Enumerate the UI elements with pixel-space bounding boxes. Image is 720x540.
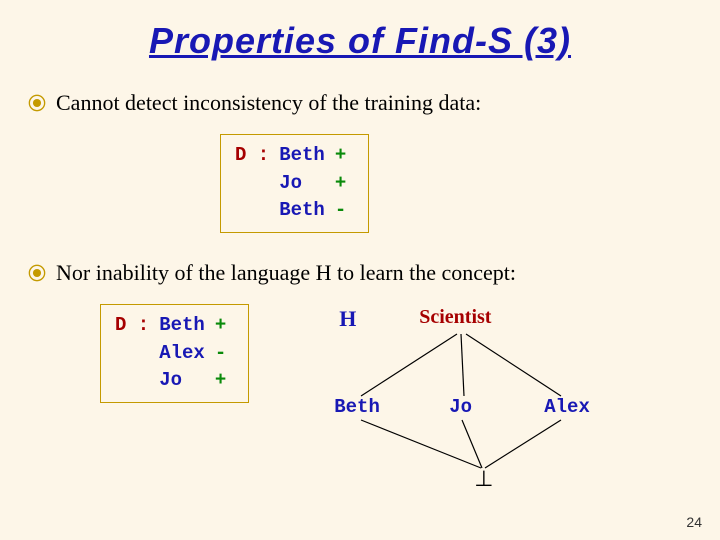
box1-sign-1: + xyxy=(335,171,354,197)
box1-sign-2: - xyxy=(335,198,354,224)
bullet-1-text: Cannot detect inconsistency of the train… xyxy=(56,90,481,116)
box2-sign-0: + xyxy=(215,313,234,339)
bullet-2: Nor inability of the language H to learn… xyxy=(0,260,720,286)
box2-label: D : xyxy=(115,313,157,394)
data-box-1: D : Beth + Jo + Beth - xyxy=(220,134,369,233)
tree-leaf-1: Jo xyxy=(449,396,472,418)
bullet-2-text: Nor inability of the language H to learn… xyxy=(56,260,516,286)
box1-sign-0: + xyxy=(335,143,354,169)
hypothesis-tree: H Scientist Beth Jo Alex ⊥ xyxy=(299,304,639,494)
box2-name-2: Jo xyxy=(159,368,213,394)
tree-leaf-0: Beth xyxy=(334,396,380,418)
page-number: 24 xyxy=(686,514,702,530)
target-icon xyxy=(28,94,46,112)
box1-name-0: Beth xyxy=(279,143,333,169)
tree-leaf-2: Alex xyxy=(544,396,590,418)
tree-h-label: H xyxy=(339,306,356,332)
box2-sign-2: + xyxy=(215,368,234,394)
box2-name-1: Alex xyxy=(159,341,213,367)
box2-sign-1: - xyxy=(215,341,234,367)
box1-name-2: Beth xyxy=(279,198,333,224)
bullet-1: Cannot detect inconsistency of the train… xyxy=(0,90,720,116)
tree-root: Scientist xyxy=(419,306,491,329)
box1-name-1: Jo xyxy=(279,171,333,197)
data-box-1-wrap: D : Beth + Jo + Beth - xyxy=(220,134,720,238)
tree-bottom: ⊥ xyxy=(474,466,493,492)
target-icon xyxy=(28,264,46,282)
box1-label: D : xyxy=(235,143,277,224)
slide-title: Properties of Find-S (3) xyxy=(0,0,720,62)
data-box-2: D : Beth + Alex - Jo + xyxy=(100,304,249,403)
box2-name-0: Beth xyxy=(159,313,213,339)
